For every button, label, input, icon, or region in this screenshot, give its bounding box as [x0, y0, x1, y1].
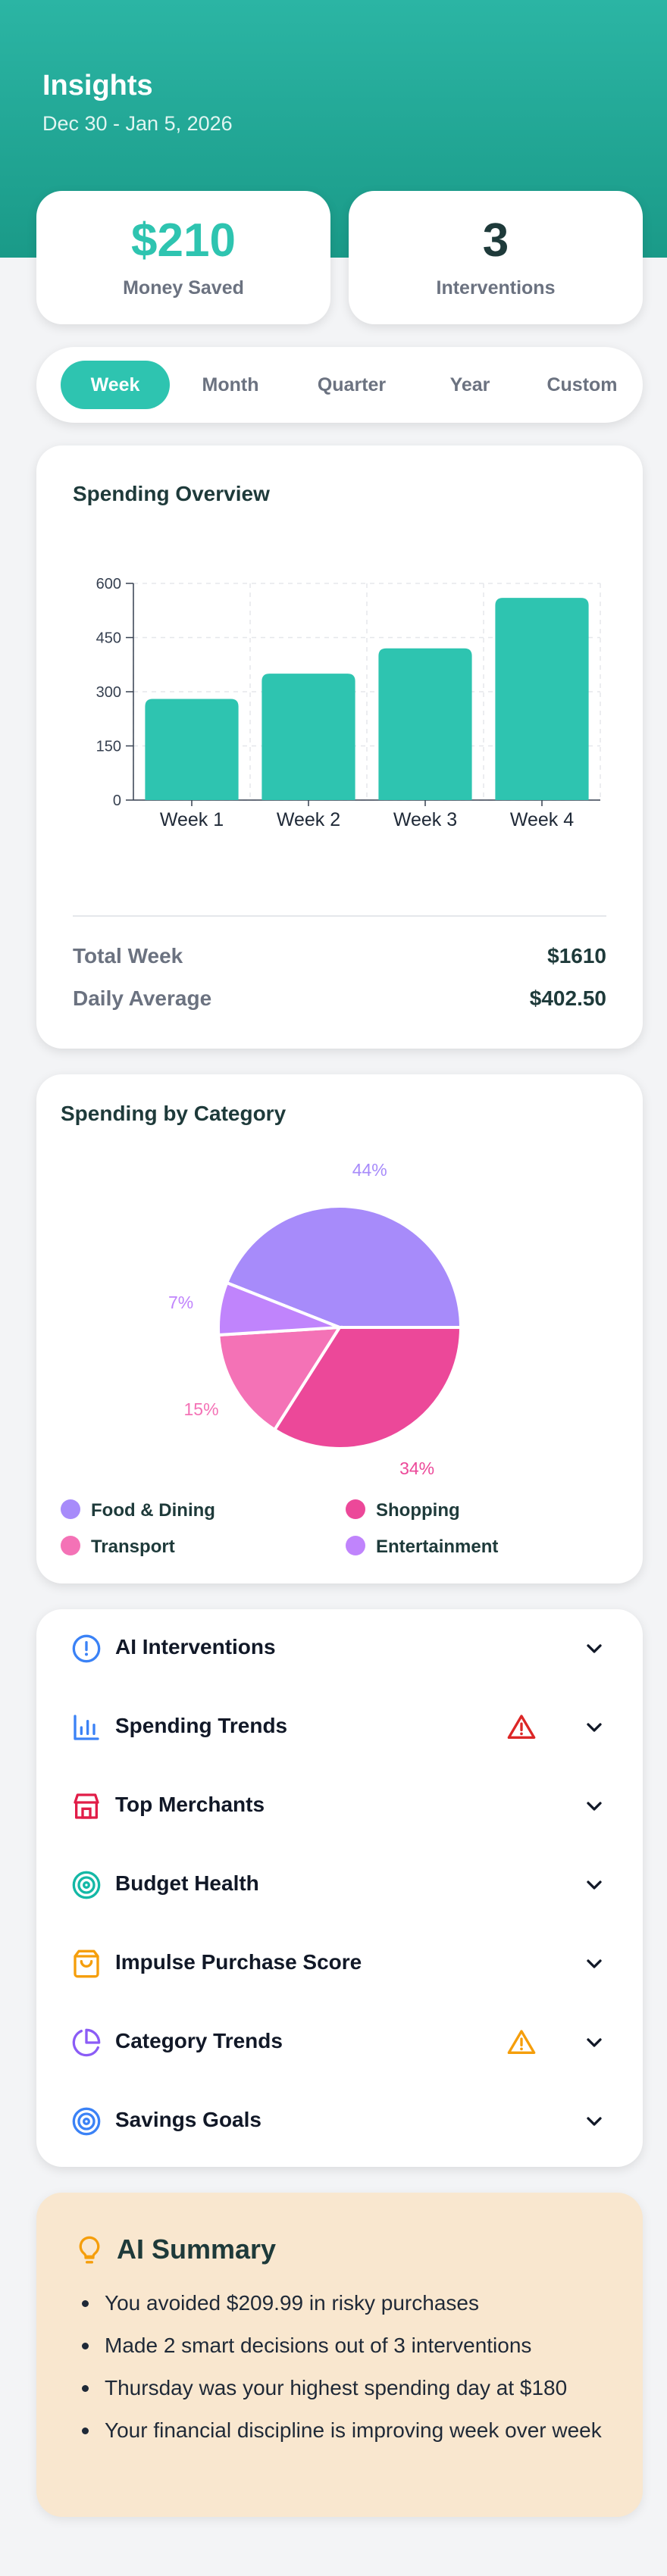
daily-average-value: $402.50: [529, 986, 606, 1010]
pie-label: 34%: [399, 1458, 434, 1478]
y-tick-label: 0: [113, 792, 121, 809]
ai-summary-card: AI Summary You avoided $209.99 in risky …: [36, 2193, 643, 2517]
x-tick-label: Week 1: [160, 809, 224, 830]
warning-icon: [507, 2030, 536, 2054]
list-item: You avoided $209.99 in risky purchases: [82, 2288, 605, 2318]
insights-accordion: AI Interventions Spending Trends Top Mer…: [36, 1609, 643, 2167]
x-tick-label: Week 4: [510, 809, 574, 830]
money-saved-value: $210: [131, 214, 236, 267]
legend-item: Entertainment: [346, 1535, 498, 1559]
spending-by-category-card: Spending by Category 44% 34% 15% 7% Food & …: [36, 1074, 643, 1583]
accordion-label: Spending Trends: [115, 1714, 288, 1737]
ai-summary-list: You avoided $209.99 in risky purchases M…: [82, 2288, 605, 2458]
accordion-label: Savings Goals: [115, 2108, 261, 2131]
chevron-down-icon[interactable]: [582, 1873, 606, 1897]
legend-label: Entertainment: [376, 1537, 499, 1557]
accordion-category-trends[interactable]: Category Trends: [36, 2003, 643, 2082]
y-tick-label: 600: [96, 576, 121, 592]
legend-item: Food & Dining: [61, 1499, 215, 1523]
chevron-down-icon[interactable]: [582, 1637, 606, 1661]
legend-item: Shopping: [346, 1499, 460, 1523]
pie-label: 15%: [183, 1399, 218, 1419]
pie-slice: [224, 1205, 463, 1329]
period-tabs: Week Month Quarter Year Custom: [36, 347, 643, 423]
pie-slice: [217, 1325, 343, 1432]
store-icon: [74, 1793, 99, 1819]
divider: [73, 915, 606, 917]
ai-summary-title: AI Summary: [117, 2234, 277, 2265]
y-tick-label: 150: [96, 739, 121, 755]
pie-label: 44%: [352, 1160, 387, 1180]
pie-slice: [217, 1280, 340, 1337]
accordion-label: Top Merchants: [115, 1793, 265, 1816]
list-item: Thursday was your highest spending day a…: [82, 2373, 605, 2403]
spending-overview-card: Spending Overview 0 150 300 450 600 Week 1 Wee…: [36, 445, 643, 1049]
tab-custom[interactable]: Custom: [546, 374, 618, 395]
list-item: Made 2 smart decisions out of 3 interven…: [82, 2331, 605, 2361]
tab-month[interactable]: Month: [202, 374, 259, 395]
interventions-value: 3: [482, 214, 509, 267]
legend-dot: [61, 1535, 80, 1555]
chevron-down-icon[interactable]: [582, 2109, 606, 2134]
total-week-label: Total Week: [73, 944, 183, 968]
alert-circle-icon: [72, 1634, 101, 1663]
accordion-label: AI Interventions: [115, 1635, 276, 1658]
chevron-down-icon[interactable]: [582, 2030, 606, 2055]
page-title: Insights: [42, 70, 153, 102]
interventions-card: 3 Interventions: [349, 191, 643, 324]
bar: [378, 648, 472, 800]
total-week-value: $1610: [547, 944, 606, 968]
target-icon: [72, 2107, 101, 2136]
tab-week[interactable]: Week: [61, 361, 170, 409]
y-tick-label: 450: [96, 630, 121, 647]
accordion-spending-trends[interactable]: Spending Trends: [36, 1688, 643, 1767]
legend-dot: [346, 1535, 365, 1555]
legend-label: Transport: [91, 1537, 175, 1557]
money-saved-card: $210 Money Saved: [36, 191, 330, 324]
bar-chart-icon: [74, 1715, 99, 1740]
spending-bar-chart: 0 150 300 450 600 Week 1 Week 2 Week 3 Week 4: [96, 576, 601, 830]
accordion-top-merchants[interactable]: Top Merchants: [36, 1767, 643, 1846]
list-item: Your financial discipline is improving w…: [82, 2415, 605, 2446]
accordion-label: Category Trends: [115, 2029, 283, 2052]
x-tick-label: Week 3: [393, 809, 457, 830]
accordion-label: Impulse Purchase Score: [115, 1950, 362, 1974]
pie-chart-icon: [72, 2028, 101, 2057]
date-range: Dec 30 - Jan 5, 2026: [42, 112, 233, 135]
money-saved-label: Money Saved: [123, 277, 244, 299]
chevron-down-icon[interactable]: [582, 1715, 606, 1740]
legend-label: Food & Dining: [91, 1500, 215, 1521]
spending-overview-title: Spending Overview: [73, 482, 270, 505]
legend-dot: [346, 1499, 365, 1519]
x-tick-label: Week 2: [277, 809, 340, 830]
accordion-label: Budget Health: [115, 1871, 259, 1895]
legend-item: Transport: [61, 1535, 175, 1559]
bar: [261, 674, 355, 800]
legend-label: Shopping: [376, 1500, 460, 1521]
warning-icon: [507, 1715, 536, 1739]
accordion-ai-interventions[interactable]: AI Interventions: [36, 1609, 643, 1688]
interventions-label: Interventions: [436, 277, 556, 299]
accordion-savings-goals[interactable]: Savings Goals: [36, 2082, 643, 2161]
legend-dot: [61, 1499, 80, 1519]
category-pie-chart: 44% 34% 15% 7%: [168, 1160, 463, 1478]
tab-quarter[interactable]: Quarter: [317, 374, 387, 395]
target-icon: [72, 1871, 101, 1899]
tab-year[interactable]: Year: [449, 374, 490, 395]
chevron-down-icon[interactable]: [582, 1794, 606, 1818]
shopping-bag-icon: [74, 1949, 99, 1978]
chevron-down-icon[interactable]: [582, 1952, 606, 1976]
y-tick-label: 300: [96, 684, 121, 701]
daily-average-label: Daily Average: [73, 986, 212, 1010]
pie-label: 7%: [168, 1293, 193, 1312]
accordion-impulse-purchase-score[interactable]: Impulse Purchase Score: [36, 1924, 643, 2003]
lightbulb-icon: [79, 2236, 100, 2264]
bar: [495, 598, 589, 800]
category-title: Spending by Category: [61, 1102, 287, 1125]
accordion-budget-health[interactable]: Budget Health: [36, 1846, 643, 1924]
bar: [145, 699, 239, 800]
